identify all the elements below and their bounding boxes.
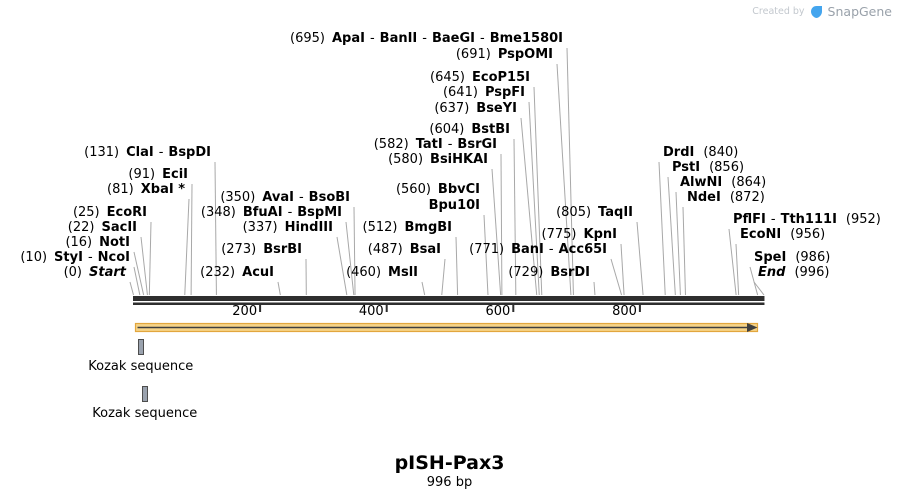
site-label-bmgbi: (512) BmgBI xyxy=(362,220,452,235)
ruler-tick-400 xyxy=(385,305,388,312)
ruler-label-400: 400 xyxy=(358,304,384,319)
site-label-bsrdi: (729) BsrDI xyxy=(508,265,590,280)
orf-arrow-head xyxy=(747,323,758,332)
ruler-tick-600 xyxy=(512,305,515,312)
site-label-tati: (582) TatI - BsrGI xyxy=(373,137,497,152)
site-label-ecop15i: (645) EcoP15I xyxy=(430,70,530,85)
site-label-end: End (996) xyxy=(758,265,830,280)
site-label-ecii: (91) EciI xyxy=(128,167,188,182)
leader-line-22 xyxy=(140,236,148,296)
created-by-text: Created by xyxy=(752,6,805,17)
sequence-bar-lower xyxy=(133,302,765,305)
kozak-feature-label-2: Kozak sequence xyxy=(92,406,198,421)
leader-line-131 xyxy=(214,161,217,296)
site-label-bsai: (487) BsaI xyxy=(367,242,441,257)
leader-line-856 xyxy=(667,176,676,296)
site-label-spei: SpeI (986) xyxy=(754,250,831,265)
leader-line-582 xyxy=(500,153,503,296)
site-label-hindiii: (337) HindIII xyxy=(242,220,333,235)
site-label-pspomi: (691) PspOMI xyxy=(455,47,553,62)
site-label-drdi: DrdI (840) xyxy=(663,145,739,160)
leader-line-348 xyxy=(345,221,355,296)
leader-line-91 xyxy=(190,183,193,296)
snapgene-brand-text: SnapGene xyxy=(827,4,892,19)
site-label-apai: (695) ApaI - BanII - BaeGI - Bme1580I xyxy=(290,31,563,46)
leader-line-580 xyxy=(491,168,502,296)
leader-line-695 xyxy=(566,47,574,296)
site-label-pflfi: PflFI - Tth111I (952) xyxy=(733,212,881,227)
leader-line-350 xyxy=(353,206,356,296)
leader-line-864 xyxy=(675,191,681,296)
leader-line-10 xyxy=(133,266,141,296)
leader-line-16 xyxy=(133,251,145,296)
site-label-kpni: (775) KpnI xyxy=(541,227,617,242)
site-label-ecori: (25) EcoRI xyxy=(72,205,147,220)
kozak-feature-label-1: Kozak sequence xyxy=(88,359,194,374)
leader-line-604 xyxy=(513,138,517,296)
ruler-tick-800 xyxy=(638,305,641,312)
leader-line-487 xyxy=(441,258,446,296)
leader-line-645 xyxy=(533,86,543,296)
leader-line-512 xyxy=(455,236,459,296)
kozak-feature-glyph-1 xyxy=(137,338,144,355)
site-label-bani: (771) BanI - Acc65I xyxy=(469,242,607,257)
leader-line-637 xyxy=(520,117,538,296)
ruler-label-200: 200 xyxy=(232,304,258,319)
sequence-bar xyxy=(133,296,765,301)
site-label-noti: (16) NotI xyxy=(65,235,130,250)
site-label-bfuai: (348) BfuAI - BspMI xyxy=(200,205,342,220)
leader-line-996 xyxy=(753,281,765,296)
leader-line-81 xyxy=(184,198,190,296)
site-label-start: (0) Start xyxy=(63,265,126,280)
site-label-ndei: NdeI (872) xyxy=(687,190,765,205)
site-label-econi: EcoNI (956) xyxy=(740,227,826,242)
site-label-bstbi: (604) BstBI xyxy=(429,122,510,137)
leader-line-840 xyxy=(658,161,666,296)
leader-line-986 xyxy=(749,266,759,296)
snapgene-logo-icon xyxy=(810,5,823,19)
leader-line-337 xyxy=(336,236,348,296)
leader-line-641 xyxy=(528,101,540,296)
ruler-label-600: 600 xyxy=(485,304,511,319)
ruler-label-800: 800 xyxy=(612,304,637,319)
site-label-bsrbi: (273) BsrBI xyxy=(221,242,302,257)
site-label-taqii: (805) TaqII xyxy=(556,205,633,220)
leader-line-460 xyxy=(421,281,426,296)
site-label-xbai: (81) XbaI * xyxy=(107,182,185,197)
site-label-bseyi: (637) BseYI xyxy=(434,101,517,116)
site-label-pspfi: (641) PspFI xyxy=(442,85,525,100)
leader-line-956 xyxy=(735,243,740,296)
kozak-feature-glyph-2 xyxy=(141,386,148,402)
site-label-avai: (350) AvaI - BsoBI xyxy=(220,190,350,205)
leader-line-560 xyxy=(483,214,489,296)
leader-line-805 xyxy=(636,221,644,296)
site-label-styi: (10) StyI - NcoI xyxy=(20,250,130,265)
leader-line-25 xyxy=(148,221,152,296)
leader-line-771 xyxy=(610,258,623,296)
site-label-bsihkai: (580) BsiHKAI xyxy=(388,152,488,167)
site-label-psti: PstI (856) xyxy=(672,160,745,175)
leader-line-729 xyxy=(593,281,596,296)
site-label-sacii: (22) SacII xyxy=(67,220,137,235)
map-length-label: 996 bp xyxy=(426,475,473,490)
leader-line-775 xyxy=(620,243,625,296)
leader-line-691 xyxy=(556,63,572,296)
site-label-alwni: AlwNI (864) xyxy=(680,175,767,190)
ruler-tick-200 xyxy=(259,305,262,312)
site-label-msli: (460) MslI xyxy=(346,265,418,280)
site-label-acui: (232) AcuI xyxy=(200,265,274,280)
site-label-clai: (131) ClaI - BspDI xyxy=(84,145,211,160)
snapgene-watermark: Created by SnapGene xyxy=(752,4,892,19)
site-label-bbvci: (560) BbvCI Bpu10I xyxy=(395,182,480,213)
leader-line-952 xyxy=(728,228,737,296)
leader-line-232 xyxy=(277,281,281,296)
title-block: pISH-Pax3 996 bp xyxy=(0,453,899,490)
leader-line-872 xyxy=(682,206,686,296)
leader-line-0 xyxy=(129,281,134,296)
map-title: pISH-Pax3 xyxy=(394,452,505,474)
